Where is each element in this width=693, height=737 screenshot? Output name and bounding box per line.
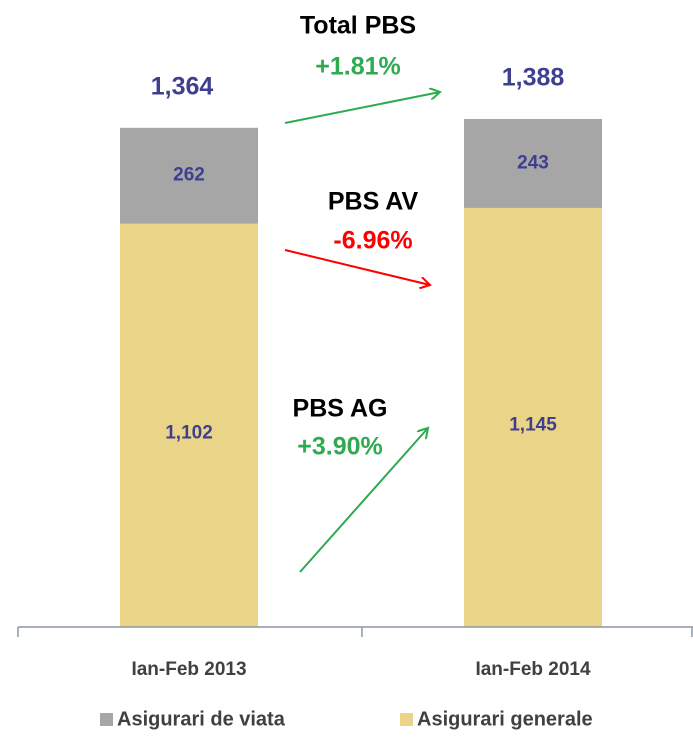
bar-segment [464,207,602,628]
annotation-change: -6.96% [333,227,412,255]
legend-label: Asigurari generale [417,708,593,730]
value-label: 262 [173,165,205,186]
arrow [299,428,428,573]
arrow [284,249,430,285]
annotation-change: +3.90% [297,433,383,461]
annotation-title: PBS AV [328,188,419,216]
annotation-change: +1.81% [315,53,401,81]
legend-swatch [400,713,413,726]
bar-segment [120,223,258,627]
value-label: 243 [517,152,549,173]
total-label: 1,364 [151,72,214,100]
annotation-title: PBS AG [293,395,388,423]
value-label: 1,145 [509,414,557,435]
legend-label: Asigurari de viata [117,708,286,730]
legend-swatch [100,713,113,726]
annotation-title: Total PBS [300,12,416,40]
x-tick-label: Ian-Feb 2013 [131,659,246,680]
bar-segment [120,127,258,224]
bars [120,119,602,628]
value-label: 1,102 [165,422,213,443]
bar-segment [464,119,602,208]
arrow [284,92,440,124]
total-label: 1,388 [502,64,565,92]
x-tick-label: Ian-Feb 2014 [475,659,591,680]
